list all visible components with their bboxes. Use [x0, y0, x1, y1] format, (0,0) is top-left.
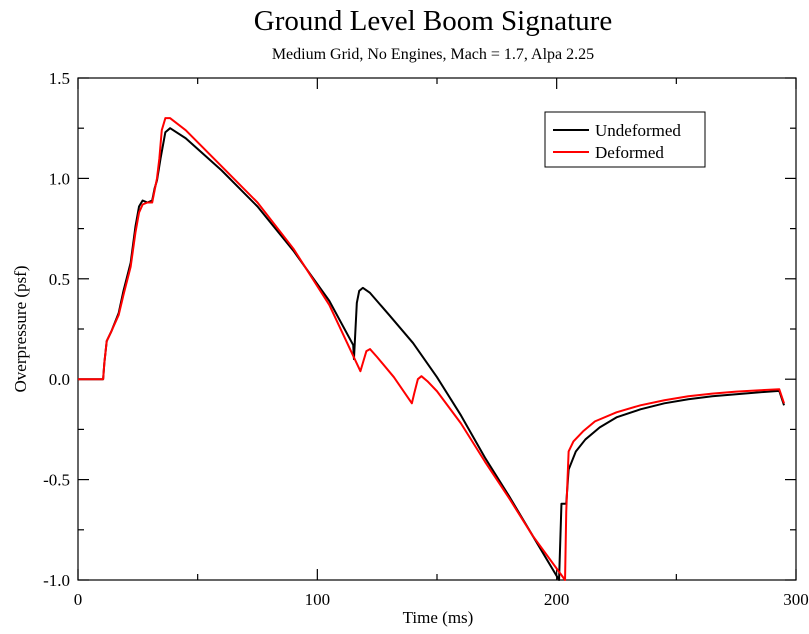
series-line-undeformed [78, 127, 785, 581]
legend-label-undeformed: Undeformed [595, 121, 681, 140]
legend-box [544, 111, 706, 168]
chart-subtitle: Medium Grid, No Engines, Mach = 1.7, Alp… [272, 46, 594, 63]
y-tick-label: 0.5 [49, 270, 70, 289]
y-tick-label: 0.0 [49, 370, 70, 389]
y-axis-label: Overpressure (psf) [11, 266, 30, 393]
series-line-deformed [78, 117, 785, 581]
x-axis-label: Time (ms) [403, 608, 474, 627]
legend: Undeformed Deformed [544, 111, 706, 168]
x-tick-label: 0 [74, 590, 83, 609]
y-tick-label: 1.5 [49, 69, 70, 88]
y-tick-label: -1.0 [43, 571, 70, 590]
plot-area: 0 100 200 300 -1.0 -0.5 0.0 0.5 1.0 1.5 [43, 69, 809, 609]
y-tick-label: 1.0 [49, 169, 70, 188]
chart-title: Ground Level Boom Signature [254, 5, 612, 37]
y-tick-label: -0.5 [43, 471, 70, 490]
x-tick-label: 200 [544, 590, 570, 609]
x-tick-label: 300 [783, 590, 809, 609]
legend-label-deformed: Deformed [595, 143, 664, 162]
x-tick-label: 100 [305, 590, 331, 609]
